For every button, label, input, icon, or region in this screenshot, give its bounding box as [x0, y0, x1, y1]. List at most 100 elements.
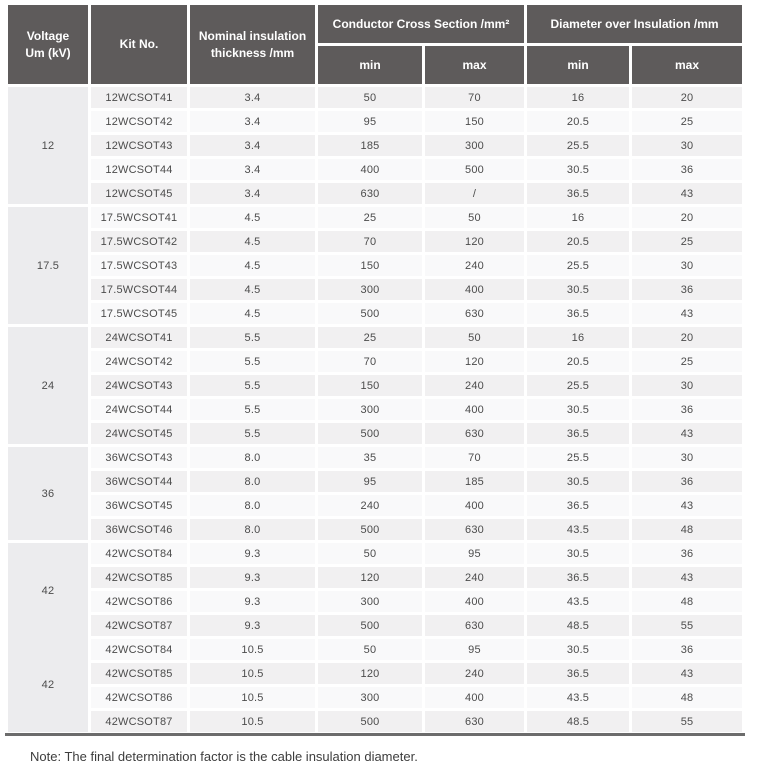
ccs-max-cell: 400 — [425, 279, 524, 300]
doi-min-cell: 25.5 — [527, 375, 629, 396]
table-row: 42WCSOT85 9.3 120 240 36.5 43 — [8, 567, 743, 588]
table-row: 42 42 42WCSOT84 9.3 50 95 30.5 36 — [8, 543, 743, 732]
doi-max-cell: 36 — [632, 639, 743, 660]
doi-max-cell: 25 — [632, 231, 743, 252]
table-row: 12WCSOT44 3.4 400 500 30.5 36 — [8, 159, 743, 180]
ccs-max-cell: 50 — [425, 327, 524, 348]
table-row: 36 36WCSOT43 8.0 35 70 25.5 30 — [8, 447, 743, 540]
ccs-max-cell: 240 — [425, 567, 524, 588]
doi-max-cell: 43 — [632, 183, 743, 204]
thickness-cell: 4.5 — [190, 207, 315, 228]
ccs-min-cell: 300 — [318, 399, 422, 420]
table-row: 17.5 17.5WCSOT41 4.5 25 50 16 20 — [8, 207, 743, 324]
thickness-cell: 5.5 — [190, 351, 315, 372]
table-row: 36WCSOT44 8.0 95 185 30.5 36 — [8, 471, 743, 492]
voltage-label: 17.5 — [36, 259, 60, 272]
ccs-min-cell: 240 — [318, 495, 422, 516]
ccs-min-cell: 70 — [318, 351, 422, 372]
doi-max-cell: 36 — [632, 399, 743, 420]
kit-cell: 17.5WCSOT42 — [91, 231, 187, 252]
doi-max-cell: 30 — [632, 255, 743, 276]
doi-min-cell: 30.5 — [527, 543, 629, 564]
doi-min-cell: 30.5 — [527, 471, 629, 492]
table-row: 42WCSOT84 10.5 50 95 30.5 36 — [8, 639, 743, 660]
kit-cell: 42WCSOT87 — [91, 711, 187, 732]
ccs-min-cell: 95 — [318, 111, 422, 132]
ccs-max-cell: 300 — [425, 135, 524, 156]
doi-max-cell: 43 — [632, 495, 743, 516]
header-voltage-line2: Um (kV) — [25, 45, 71, 60]
doi-max-cell: 55 — [632, 615, 743, 636]
thickness-cell: 5.5 — [190, 327, 315, 348]
table-body: 12 12WCSOT41 3.4 50 70 16 20 12WCSOT42 3.4 95 150 2… — [8, 87, 743, 732]
voltage-label: 36 — [41, 487, 55, 500]
thickness-cell: 10.5 — [190, 663, 315, 684]
ccs-max-cell: 630 — [425, 711, 524, 732]
note-text: Note: The final determination factor is … — [30, 749, 418, 764]
thickness-cell: 8.0 — [190, 447, 315, 468]
doi-min-cell: 20.5 — [527, 351, 629, 372]
ccs-min-cell: 500 — [318, 711, 422, 732]
table-row: 12WCSOT42 3.4 95 150 20.5 25 — [8, 111, 743, 132]
doi-min-cell: 48.5 — [527, 615, 629, 636]
thickness-cell: 10.5 — [190, 639, 315, 660]
voltage-group-cell: 42 42 — [8, 543, 88, 732]
table-row: 42WCSOT86 9.3 300 400 43.5 48 — [8, 591, 743, 612]
thickness-cell: 10.5 — [190, 711, 315, 732]
table-row: 36WCSOT45 8.0 240 400 36.5 43 — [8, 495, 743, 516]
doi-min-cell: 20.5 — [527, 231, 629, 252]
table-row: 36WCSOT46 8.0 500 630 43.5 48 — [8, 519, 743, 540]
thickness-cell: 4.5 — [190, 279, 315, 300]
table-row: 12WCSOT43 3.4 185 300 25.5 30 — [8, 135, 743, 156]
thickness-cell: 3.4 — [190, 87, 315, 108]
table-header: Voltage Um (kV) Kit No. Nominal insulati… — [8, 5, 743, 84]
ccs-min-cell: 150 — [318, 255, 422, 276]
doi-min-cell: 16 — [527, 327, 629, 348]
doi-min-cell: 43.5 — [527, 687, 629, 708]
kit-cell: 42WCSOT85 — [91, 663, 187, 684]
ccs-max-cell: / — [425, 183, 524, 204]
doi-max-cell: 20 — [632, 87, 743, 108]
header-nominal-thickness: Nominal insulation thickness /mm — [190, 5, 315, 84]
table-row: 17.5WCSOT42 4.5 70 120 20.5 25 — [8, 231, 743, 252]
kit-cell: 42WCSOT84 — [91, 543, 187, 564]
ccs-max-cell: 240 — [425, 255, 524, 276]
thickness-cell: 10.5 — [190, 687, 315, 708]
kit-cell: 17.5WCSOT43 — [91, 255, 187, 276]
doi-max-cell: 43 — [632, 423, 743, 444]
voltage-group-cell: 24 — [8, 327, 88, 444]
doi-min-cell: 43.5 — [527, 519, 629, 540]
ccs-min-cell: 300 — [318, 279, 422, 300]
voltage-label: 24 — [41, 379, 55, 392]
header-doi-max: max — [632, 46, 743, 84]
doi-max-cell: 36 — [632, 159, 743, 180]
thickness-cell: 8.0 — [190, 495, 315, 516]
doi-min-cell: 43.5 — [527, 591, 629, 612]
table-bottom-rule — [5, 733, 745, 736]
doi-min-cell: 36.5 — [527, 567, 629, 588]
table-row: 42WCSOT86 10.5 300 400 43.5 48 — [8, 687, 743, 708]
ccs-min-cell: 500 — [318, 423, 422, 444]
thickness-cell: 3.4 — [190, 183, 315, 204]
doi-max-cell: 43 — [632, 567, 743, 588]
voltage-group-cell: 36 — [8, 447, 88, 540]
kit-cell: 36WCSOT43 — [91, 447, 187, 468]
doi-min-cell: 20.5 — [527, 111, 629, 132]
ccs-max-cell: 400 — [425, 687, 524, 708]
doi-min-cell: 16 — [527, 207, 629, 228]
kit-cell: 42WCSOT86 — [91, 687, 187, 708]
doi-max-cell: 20 — [632, 207, 743, 228]
thickness-cell: 5.5 — [190, 375, 315, 396]
ccs-max-cell: 240 — [425, 375, 524, 396]
doi-min-cell: 25.5 — [527, 255, 629, 276]
ccs-max-cell: 185 — [425, 471, 524, 492]
thickness-cell: 8.0 — [190, 519, 315, 540]
thickness-cell: 9.3 — [190, 591, 315, 612]
voltage-group-cell: 12 — [8, 87, 88, 204]
doi-max-cell: 36 — [632, 471, 743, 492]
thickness-cell: 9.3 — [190, 543, 315, 564]
table-row: 17.5WCSOT44 4.5 300 400 30.5 36 — [8, 279, 743, 300]
doi-max-cell: 48 — [632, 591, 743, 612]
table-row: 42WCSOT85 10.5 120 240 36.5 43 — [8, 663, 743, 684]
doi-max-cell: 48 — [632, 519, 743, 540]
